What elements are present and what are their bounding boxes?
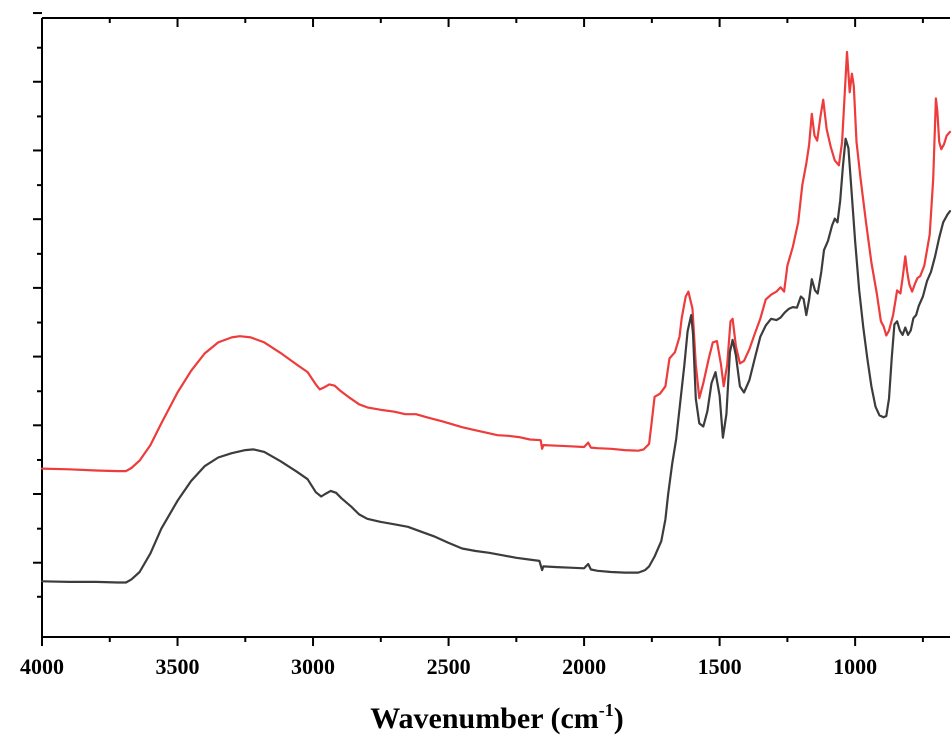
x-axis-label-main: Wavenumber (cm bbox=[370, 702, 599, 735]
x-tick-label: 1000 bbox=[833, 654, 877, 679]
x-tick-label: 2000 bbox=[562, 654, 606, 679]
x-tick-label: 2500 bbox=[427, 654, 471, 679]
x-ticks: 4000 3500 3000 2500 2000 1500 1000 bbox=[20, 18, 924, 679]
x-axis-label-sup: -1 bbox=[599, 700, 614, 720]
series-layer bbox=[40, 50, 952, 584]
y-ticks bbox=[33, 12, 42, 598]
x-tick-label: 4000 bbox=[20, 654, 64, 679]
x-axis-label: Wavenumber (cm-1) bbox=[370, 700, 624, 735]
series-line-2 bbox=[40, 137, 952, 584]
x-tick-label: 1500 bbox=[698, 654, 742, 679]
plot-frame bbox=[41, 17, 950, 638]
x-tick-label: 3500 bbox=[156, 654, 200, 679]
x-axis-label-end: ) bbox=[614, 702, 624, 735]
x-tick-label: 3000 bbox=[291, 654, 335, 679]
series-line-1 bbox=[40, 50, 952, 473]
